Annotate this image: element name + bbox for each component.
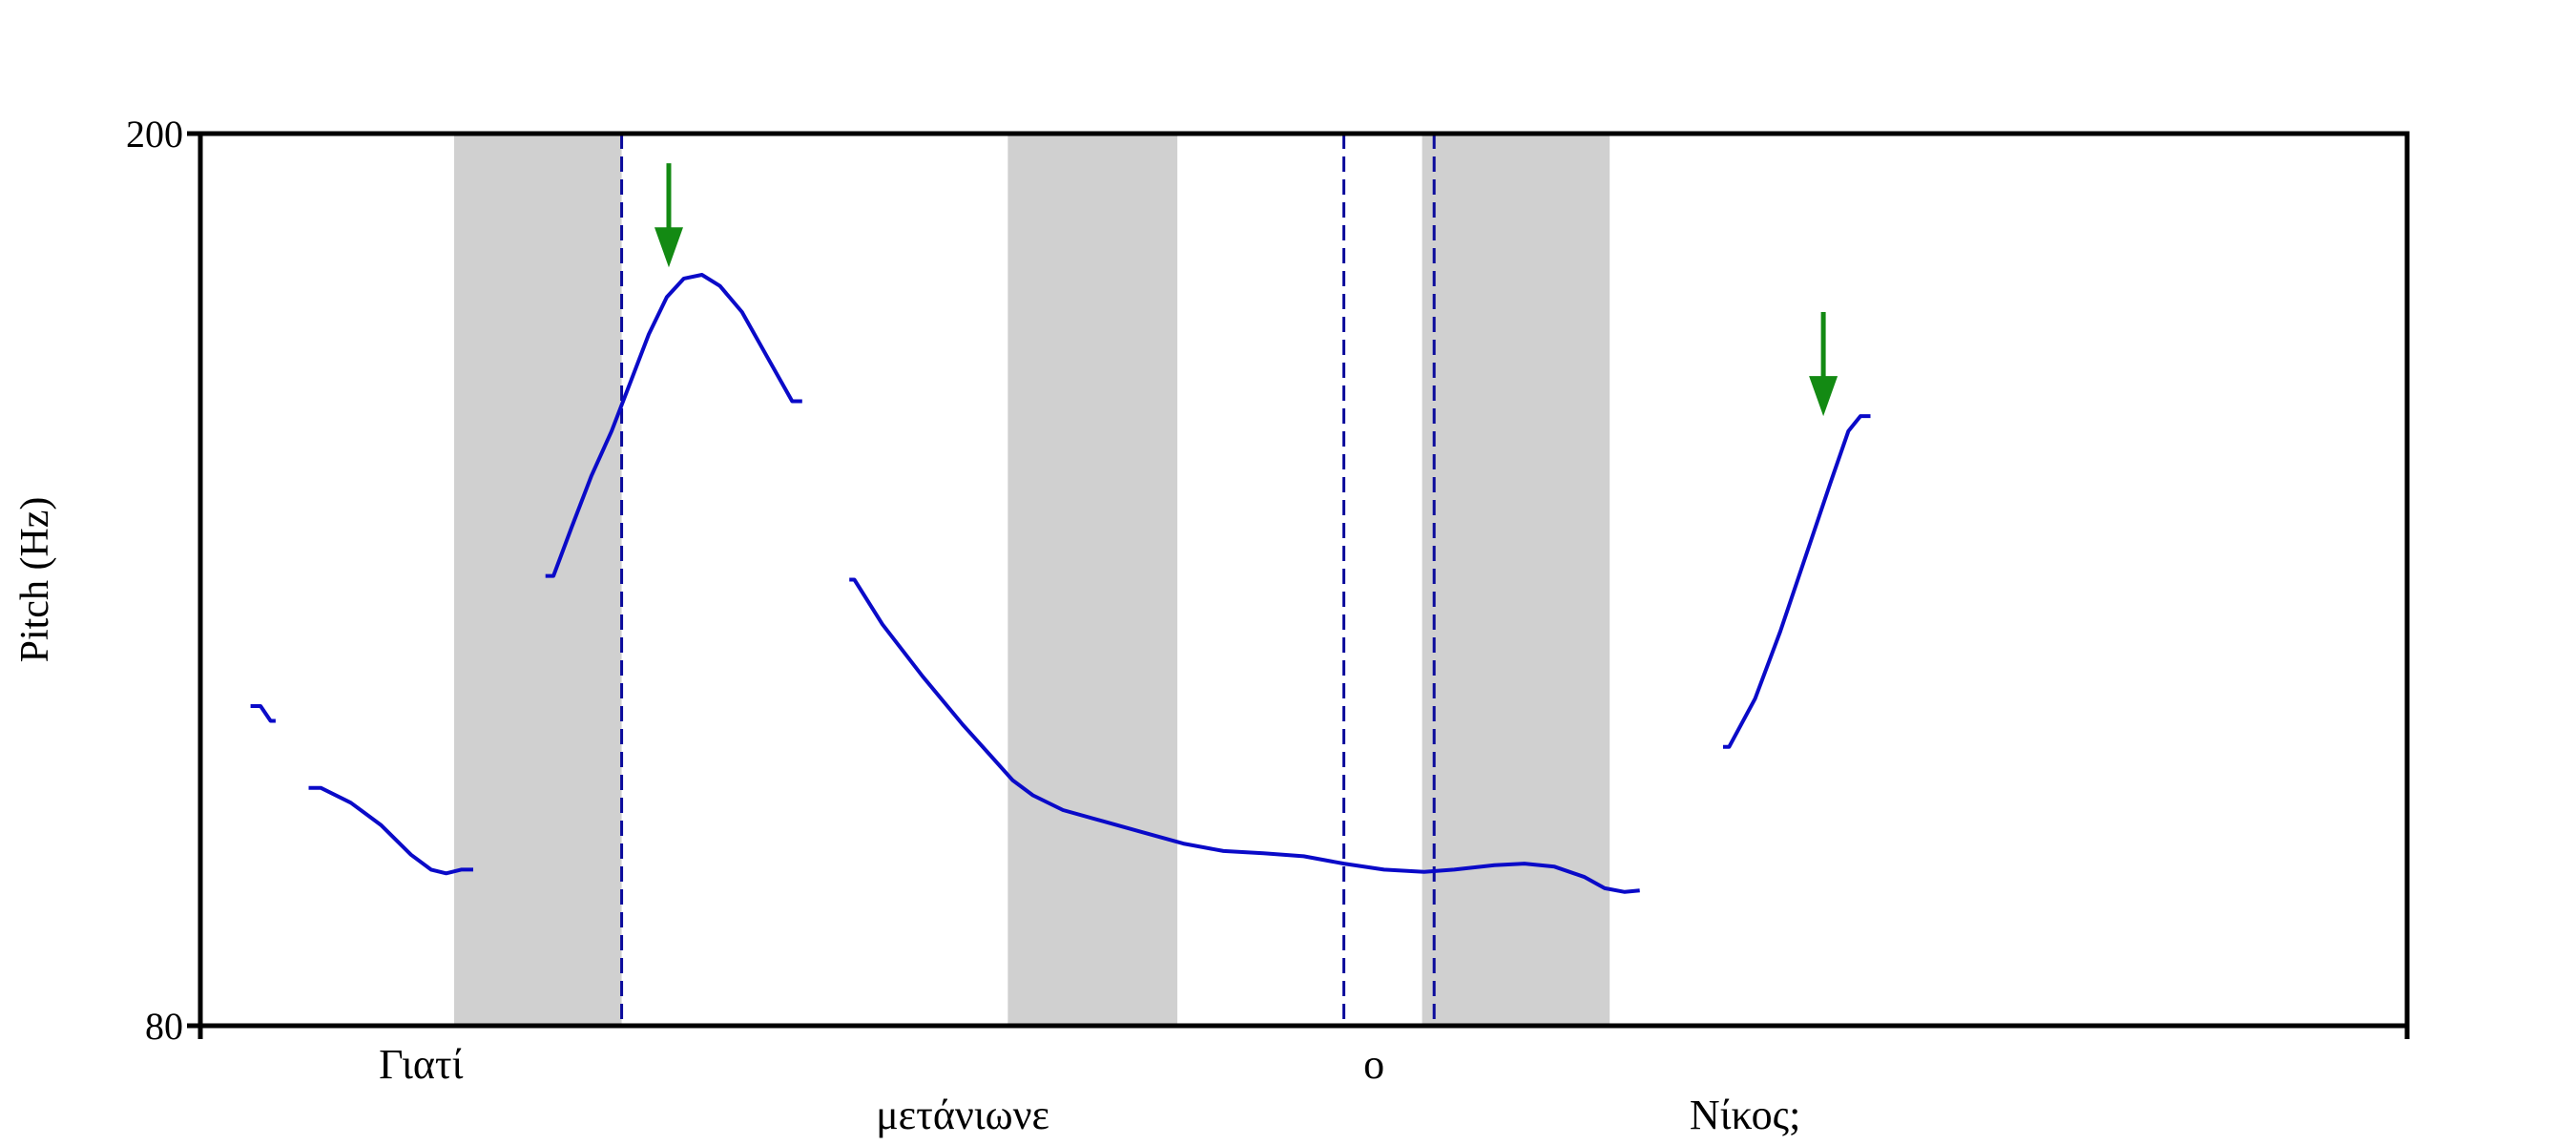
word-labels: Γιατί μετάνιωνε ο Νίκος; [379, 1041, 1800, 1138]
pitch-contours [250, 273, 1871, 894]
pitch-segment-4 [849, 577, 1640, 894]
accent-arrow-1 [654, 163, 683, 268]
shaded-region-3 [1422, 134, 1610, 1026]
y-tick-label-80: 80 [145, 1005, 183, 1048]
accent-arrow-head [1809, 376, 1839, 417]
pitch-segment-2 [308, 785, 473, 876]
accent-arrows [654, 163, 1839, 417]
word-label-3: ο [1363, 1041, 1384, 1088]
word-label-4: Νίκος; [1690, 1092, 1800, 1138]
y-tick-label-200: 200 [126, 113, 183, 156]
accent-arrow-head [654, 227, 683, 268]
word-label-2: μετάνιωνε [876, 1092, 1049, 1138]
shaded-regions [453, 134, 1610, 1026]
word-boundaries [620, 134, 1436, 1026]
accent-arrow-2 [1809, 312, 1839, 417]
pitch-segment-3 [545, 273, 802, 578]
word-label-1: Γιατί [379, 1041, 463, 1088]
pitch-segment-5 [1723, 414, 1871, 749]
plot-frame [197, 131, 2410, 1029]
pitch-segment-1 [250, 704, 276, 723]
shaded-region-1 [453, 134, 622, 1026]
y-axis-label: Pitch (Hz) [13, 497, 57, 663]
shaded-region-2 [1008, 134, 1178, 1026]
axis-ticks: 80 200 [126, 113, 2410, 1048]
